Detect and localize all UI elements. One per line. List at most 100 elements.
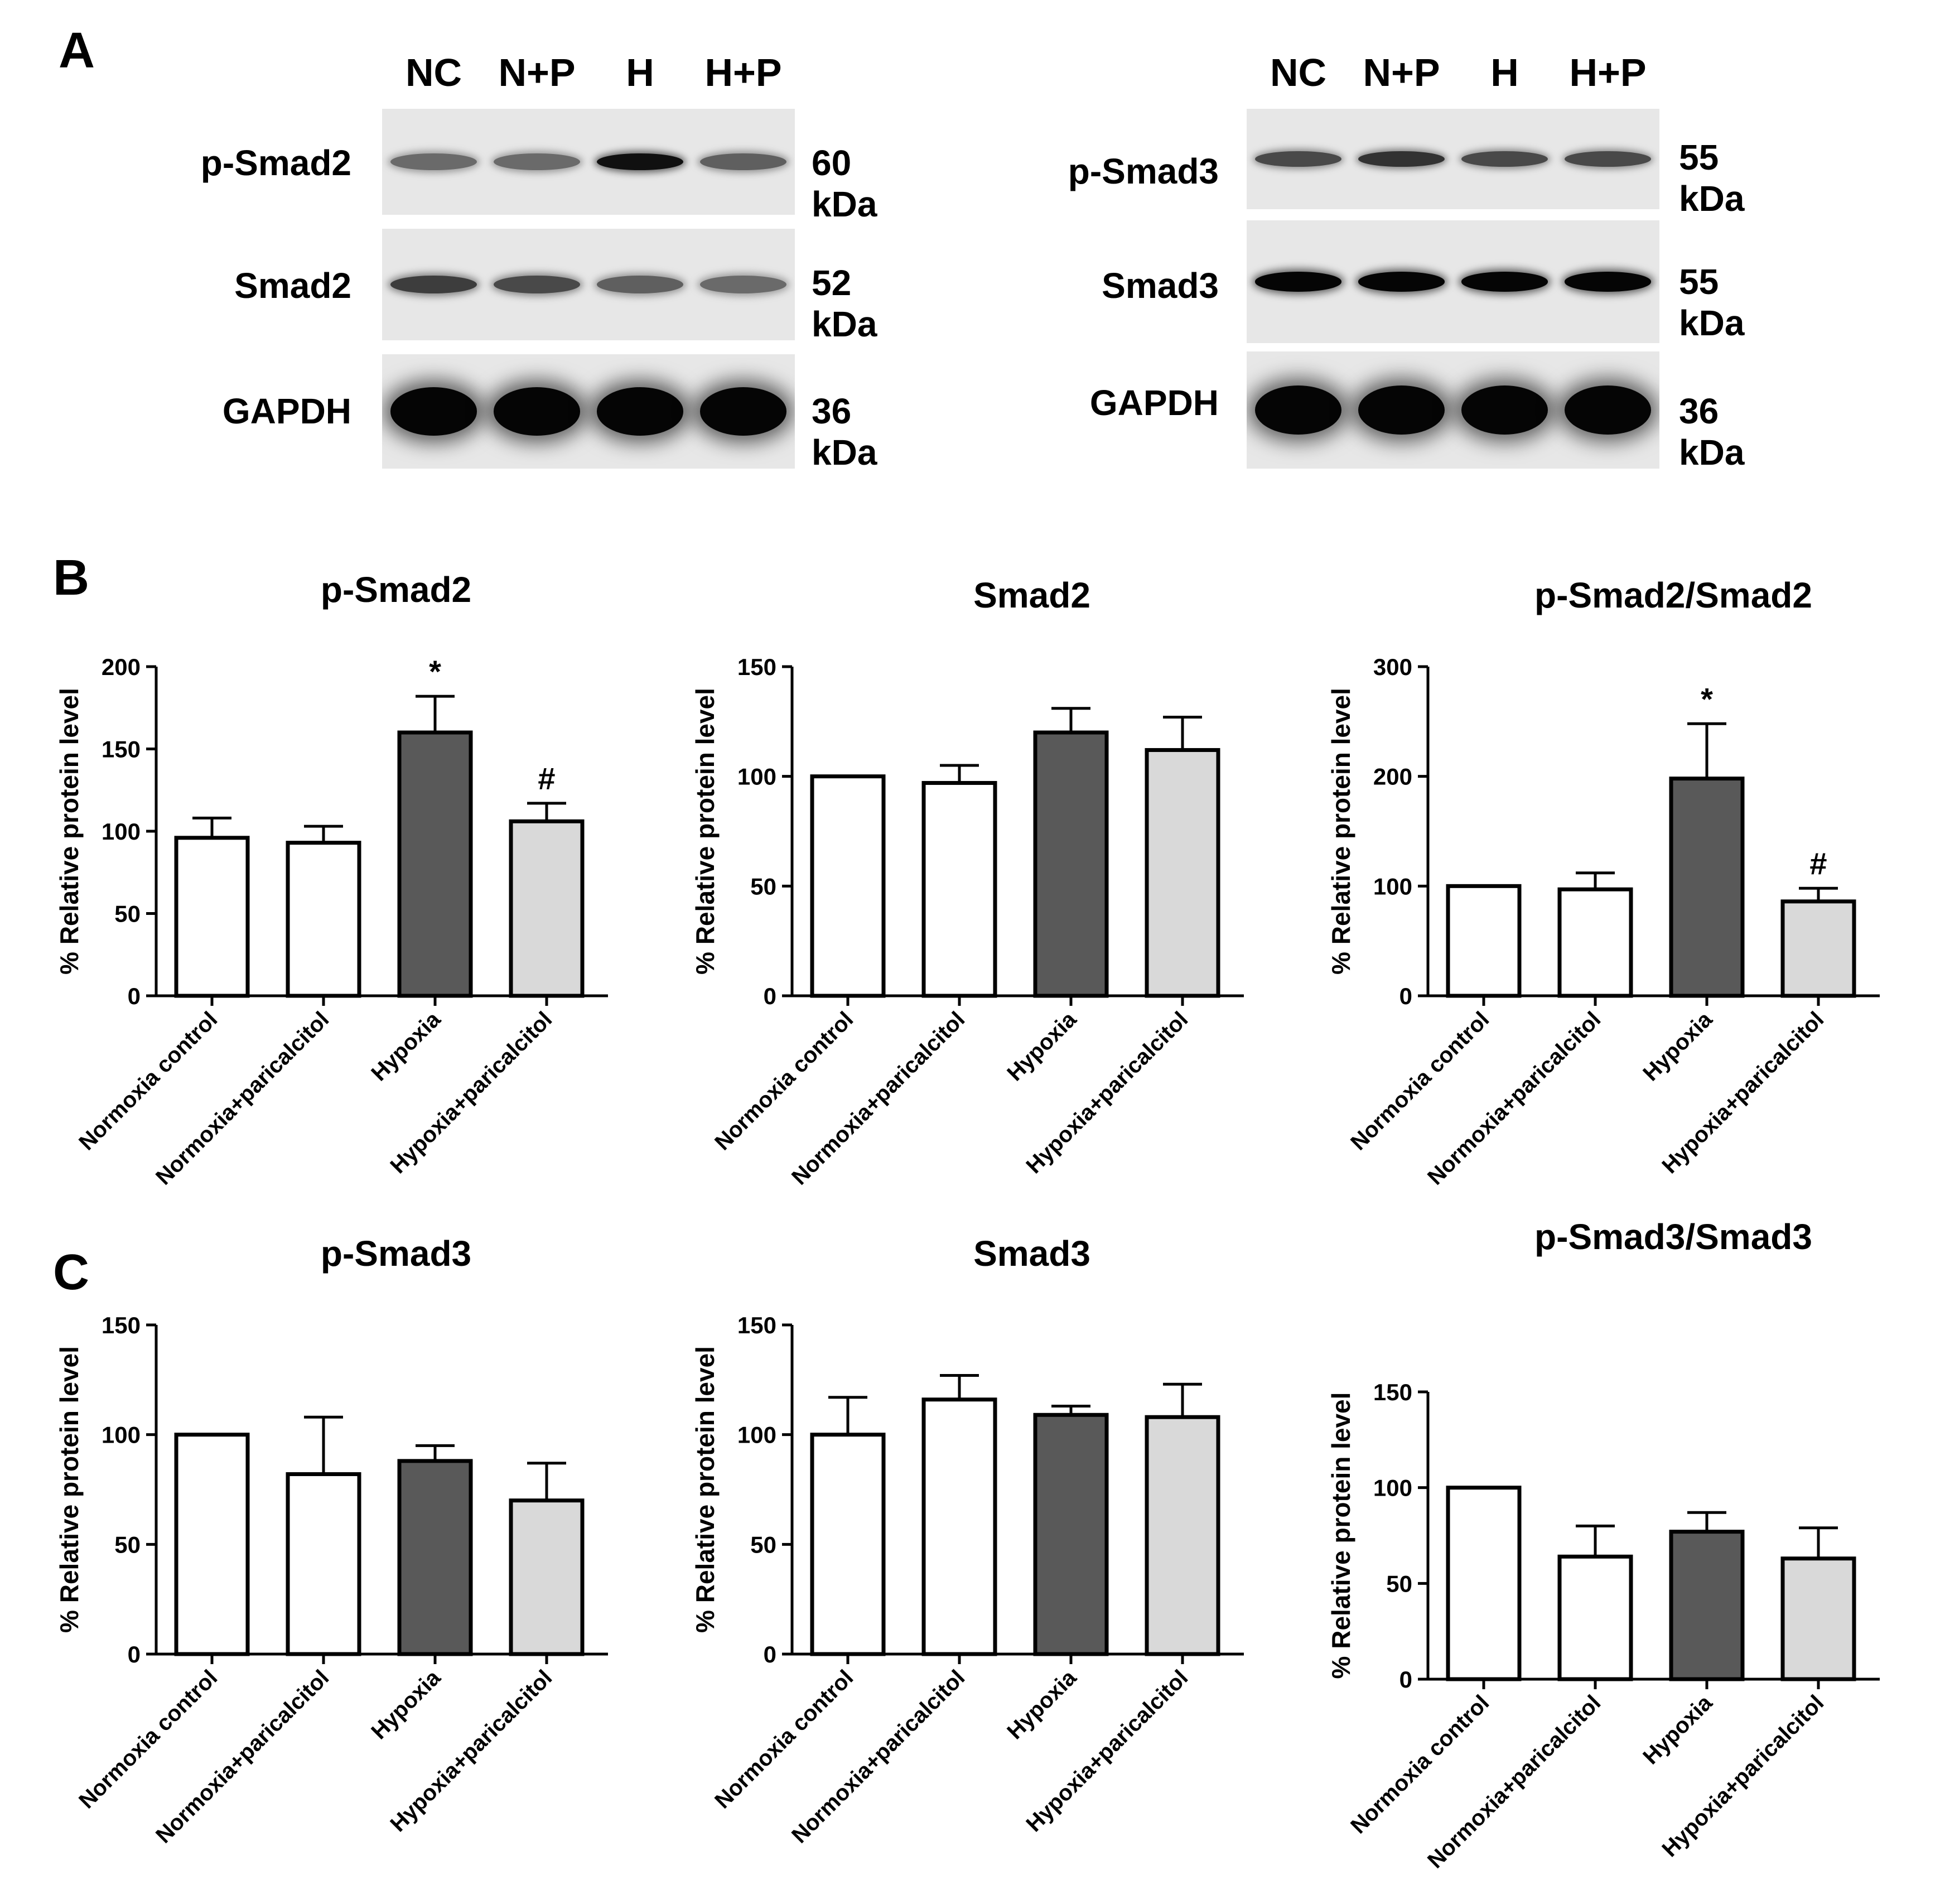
bar [509, 819, 585, 998]
bar [1557, 1554, 1633, 1681]
y-tick-label: 150 [737, 1312, 776, 1338]
chart-title: p-Smad2 [320, 570, 472, 610]
bar [1669, 777, 1745, 998]
bar [1145, 1415, 1220, 1656]
y-tick-label: 50 [114, 1531, 141, 1558]
molecular-weight-label: 55 kDa [1679, 137, 1745, 219]
blot-strip [382, 354, 795, 469]
y-tick-label: 150 [737, 654, 776, 680]
y-tick-label: 150 [102, 1312, 141, 1338]
protein-band [1254, 272, 1342, 292]
protein-band [1358, 151, 1445, 167]
y-tick-label: 50 [114, 901, 141, 927]
y-tick-label: 150 [102, 736, 141, 763]
protein-band [493, 387, 581, 436]
y-tick-label: 200 [102, 654, 141, 680]
y-tick-label: 0 [1399, 983, 1412, 1009]
y-tick-label: 100 [737, 764, 776, 790]
protein-band [596, 387, 684, 436]
y-tick-label: 100 [102, 1422, 141, 1448]
lane-headers-left: NC N+P H H+P [382, 50, 795, 95]
bar-chart-p-smad2-smad2: % Relative protein level0100200300Normox… [1326, 654, 1880, 1190]
y-tick-label: 300 [1373, 654, 1412, 680]
blot-strip [1247, 220, 1659, 343]
bar [397, 1459, 473, 1656]
protein-band [596, 276, 684, 293]
bar [1033, 1413, 1109, 1656]
panel-label-a: A [59, 23, 95, 79]
protein-band [699, 387, 787, 436]
lane-label: H+P [704, 51, 782, 94]
bar [1446, 884, 1522, 998]
blot-label: GAPDH [1089, 383, 1219, 423]
y-tick-label: 0 [764, 983, 776, 1009]
bar [1780, 899, 1856, 998]
significance-marker: # [538, 761, 555, 796]
bar [286, 841, 361, 998]
y-axis-label: % Relative protein level [691, 688, 720, 975]
bar-chart-smad3: % Relative protein level050100150Normoxi… [691, 1312, 1244, 1848]
protein-band [1564, 272, 1652, 292]
bar [1780, 1556, 1856, 1681]
protein-band [699, 276, 787, 293]
blot-label: Smad2 [234, 266, 351, 306]
protein-band [390, 276, 477, 293]
x-tick-label: Hypoxia [1638, 1007, 1717, 1086]
chart-title: p-Smad2/Smad2 [1534, 575, 1812, 615]
protein-band [493, 276, 581, 293]
bar-chart-p-smad3-smad3: % Relative protein level050100150Normoxi… [1326, 1379, 1880, 1873]
bar [286, 1472, 361, 1656]
molecular-weight-label: 36 kDa [812, 391, 877, 473]
significance-marker: # [1809, 846, 1827, 881]
y-axis-label: % Relative protein level [1326, 1392, 1355, 1679]
y-tick-label: 50 [750, 1531, 776, 1558]
protein-band [390, 153, 477, 171]
bar-chart-p-smad2: % Relative protein level050100150200Norm… [55, 654, 608, 1190]
lane-label: H [626, 51, 654, 94]
protein-band [1461, 272, 1548, 292]
protein-band [1564, 151, 1652, 167]
bar-chart-p-smad3: % Relative protein level050100150Normoxi… [55, 1312, 608, 1848]
panel-label-c: C [53, 1245, 89, 1300]
blot-strip [382, 229, 795, 340]
blot-label: GAPDH [222, 391, 351, 431]
bar [1446, 1486, 1522, 1681]
y-tick-label: 0 [1399, 1666, 1412, 1693]
blot-strip [382, 109, 795, 215]
bar [174, 836, 250, 998]
protein-band [596, 153, 684, 171]
blot-strip [1247, 351, 1659, 469]
y-axis-label: % Relative protein level [1326, 688, 1355, 975]
molecular-weight-label: 60 kDa [812, 143, 877, 224]
blot-label: p-Smad3 [1068, 151, 1219, 191]
protein-band [1254, 385, 1342, 435]
y-tick-label: 0 [764, 1641, 776, 1667]
protein-band [1358, 385, 1445, 435]
y-tick-label: 50 [750, 873, 776, 899]
x-tick-label: Hypoxia [1638, 1690, 1717, 1770]
lane-label: H+P [1569, 51, 1647, 94]
y-axis-label: % Relative protein level [55, 688, 84, 975]
lane-label: NC [405, 51, 462, 94]
bar [1145, 748, 1220, 998]
protein-band [1358, 272, 1445, 292]
y-tick-label: 0 [128, 1641, 141, 1667]
molecular-weight-label: 55 kDa [1679, 262, 1745, 343]
y-axis-label: % Relative protein level [55, 1346, 84, 1633]
bar-chart-smad2: % Relative protein level050100150Normoxi… [691, 654, 1244, 1190]
y-tick-label: 100 [1373, 1475, 1412, 1501]
chart-title: Smad3 [973, 1233, 1090, 1274]
bar [509, 1498, 585, 1656]
bar [1669, 1530, 1745, 1681]
x-tick-label: Hypoxia [366, 1665, 446, 1744]
chart-title: p-Smad3 [320, 1233, 472, 1274]
blot-label: p-Smad2 [200, 143, 351, 183]
lane-label: N+P [1363, 51, 1440, 94]
lane-label: N+P [498, 51, 576, 94]
y-tick-label: 50 [1386, 1570, 1412, 1597]
bar [1033, 730, 1109, 998]
bar [810, 1433, 886, 1656]
bar [1557, 887, 1633, 998]
y-tick-label: 150 [1373, 1379, 1412, 1405]
panel-label-b: B [53, 550, 89, 606]
